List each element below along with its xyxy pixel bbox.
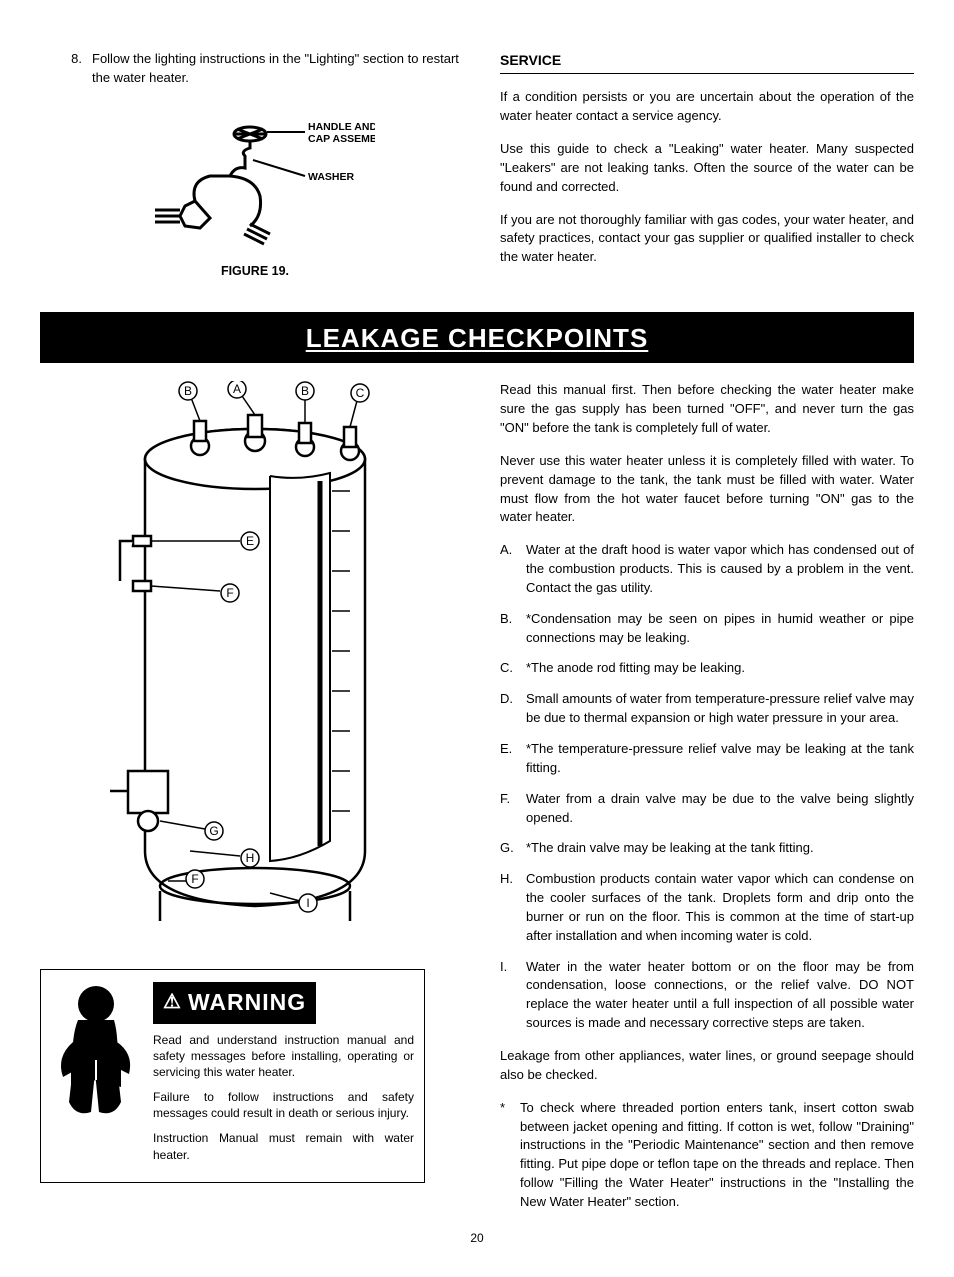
svg-text:F: F	[191, 872, 198, 886]
letter-item: D.Small amounts of water from temperatur…	[500, 690, 914, 728]
letter-text: Water in the water heater bottom or on t…	[526, 958, 914, 1033]
letter-item: G. *The drain valve may be leaking at the…	[500, 839, 914, 858]
letter-key: G.	[500, 839, 518, 858]
letter-text: Combustion products contain water vapor …	[526, 870, 914, 945]
warning-triangle-icon: ⚠	[163, 988, 182, 1017]
warning-header: ⚠ WARNING	[153, 982, 316, 1023]
footnote: * To check where threaded portion enters…	[500, 1099, 914, 1212]
letter-item: C. *The anode rod fitting may be leaking.	[500, 659, 914, 678]
letter-text: Water from a drain valve may be due to t…	[526, 790, 914, 828]
letter-text: *The temperature-pressure relief valve m…	[526, 740, 914, 778]
warning-content: ⚠ WARNING Read and understand instructio…	[153, 982, 414, 1172]
letter-item: H.Combustion products contain water vapo…	[500, 870, 914, 945]
label-handle-2: CAP ASSEMBLY	[308, 133, 375, 145]
letter-key: B.	[500, 610, 518, 648]
letter-item: F.Water from a drain valve may be due to…	[500, 790, 914, 828]
letter-key: D.	[500, 690, 518, 728]
top-right-col: SERVICE If a condition persists or you a…	[500, 50, 914, 290]
footnote-text: To check where threaded portion enters t…	[520, 1099, 914, 1212]
service-p3: If you are not thoroughly familiar with …	[500, 211, 914, 268]
drain-valve-illustration: HANDLE AND CAP ASSEMBLY WASHER	[135, 106, 375, 246]
step-number: 8.	[64, 50, 82, 88]
letter-list: A.Water at the draft hood is water vapor…	[500, 541, 914, 1033]
letter-key: E.	[500, 740, 518, 778]
letter-key: C.	[500, 659, 518, 678]
letter-item: I.Water in the water heater bottom or on…	[500, 958, 914, 1033]
bottom-left-col: B A B C E F G H F I	[40, 381, 470, 1211]
warning-header-text: WARNING	[188, 986, 306, 1019]
figure-19: HANDLE AND CAP ASSEMBLY WASHER FIGURE 19…	[125, 106, 385, 280]
bottom-section: B A B C E F G H F I	[40, 381, 914, 1211]
letter-item: A.Water at the draft hood is water vapor…	[500, 541, 914, 598]
leak-intro1: Read this manual first. Then before chec…	[500, 381, 914, 438]
top-section: 8. Follow the lighting instructions in t…	[40, 50, 914, 290]
leak-intro2: Never use this water heater unless it is…	[500, 452, 914, 527]
leakage-banner: LEAKAGE CHECKPOINTS	[40, 312, 914, 364]
svg-text:I: I	[306, 896, 309, 910]
label-handle-1: HANDLE AND	[308, 121, 375, 133]
step-list: 8. Follow the lighting instructions in t…	[40, 50, 470, 88]
page-number: 20	[40, 1230, 914, 1247]
warning-p1: Read and understand instruction manual a…	[153, 1032, 414, 1081]
svg-text:E: E	[246, 534, 254, 548]
svg-text:C: C	[356, 386, 365, 400]
bottom-right-col: Read this manual first. Then before chec…	[500, 381, 914, 1211]
letter-item: B.*Condensation may be seen on pipes in …	[500, 610, 914, 648]
warning-p3: Instruction Manual must remain with wate…	[153, 1130, 414, 1162]
service-heading: SERVICE	[500, 50, 914, 74]
letter-text: *The drain valve may be leaking at the t…	[526, 839, 914, 858]
footnote-marker: *	[500, 1099, 510, 1212]
svg-text:H: H	[246, 851, 255, 865]
water-heater-diagram: B A B C E F G H F I	[100, 381, 410, 947]
warning-box: ⚠ WARNING Read and understand instructio…	[40, 969, 425, 1183]
reader-icon	[51, 982, 141, 1172]
letter-key: A.	[500, 541, 518, 598]
letter-key: H.	[500, 870, 518, 945]
letter-key: F.	[500, 790, 518, 828]
letter-text: *Condensation may be seen on pipes in hu…	[526, 610, 914, 648]
letter-key: I.	[500, 958, 518, 1033]
letter-text: *The anode rod fitting may be leaking.	[526, 659, 914, 678]
step-item-8: 8. Follow the lighting instructions in t…	[64, 50, 470, 88]
service-p1: If a condition persists or you are uncer…	[500, 88, 914, 126]
label-washer: WASHER	[308, 171, 355, 183]
svg-text:B: B	[184, 384, 192, 398]
svg-text:B: B	[301, 384, 309, 398]
letter-text: Water at the draft hood is water vapor w…	[526, 541, 914, 598]
svg-text:A: A	[233, 382, 241, 396]
svg-text:F: F	[226, 586, 233, 600]
letter-text: Small amounts of water from temperature-…	[526, 690, 914, 728]
leak-after: Leakage from other appliances, water lin…	[500, 1047, 914, 1085]
letter-item: E.*The temperature-pressure relief valve…	[500, 740, 914, 778]
figure-caption: FIGURE 19.	[125, 262, 385, 280]
service-p2: Use this guide to check a "Leaking" wate…	[500, 140, 914, 197]
svg-text:G: G	[209, 824, 218, 838]
warning-p2: Failure to follow instructions and safet…	[153, 1089, 414, 1121]
step-text: Follow the lighting instructions in the …	[92, 50, 470, 88]
top-left-col: 8. Follow the lighting instructions in t…	[40, 50, 470, 290]
